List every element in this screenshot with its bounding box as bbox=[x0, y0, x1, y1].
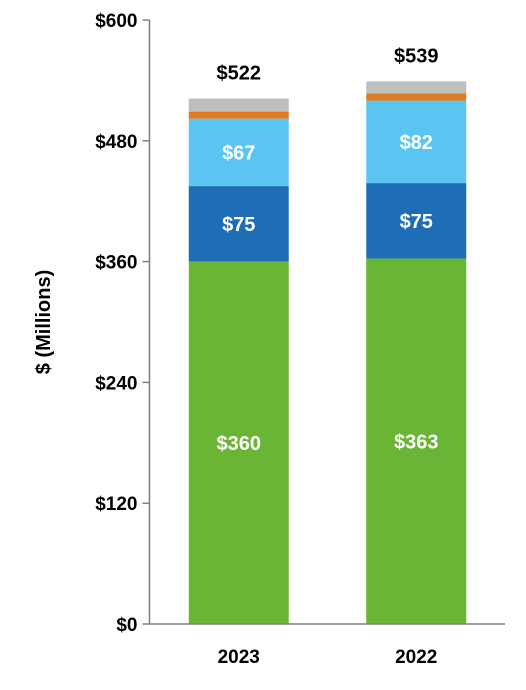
bar-segment bbox=[366, 93, 467, 101]
data-label: $363 bbox=[394, 431, 439, 453]
y-tick-label: $480 bbox=[95, 132, 137, 153]
y-tick-label: $0 bbox=[116, 615, 137, 636]
bar-segment bbox=[366, 258, 467, 624]
bar-segment bbox=[366, 100, 467, 184]
y-axis: $0 $120 $240 $360 $480 $600 bbox=[95, 11, 151, 636]
bar-segment bbox=[366, 81, 467, 94]
y-tick-label: $360 bbox=[95, 253, 137, 274]
bar-segment bbox=[188, 261, 289, 624]
y-axis-title: $ (Millions) bbox=[33, 270, 55, 374]
bar-segment bbox=[366, 183, 467, 259]
total-label: $539 bbox=[394, 45, 439, 67]
x-axis: 2023 2022 bbox=[149, 623, 505, 668]
bar-segment bbox=[188, 98, 289, 112]
data-label: $75 bbox=[400, 211, 433, 233]
data-label: $75 bbox=[222, 214, 255, 236]
bar-segment bbox=[188, 186, 289, 262]
y-tick-label: $120 bbox=[95, 494, 137, 515]
data-label: $360 bbox=[217, 433, 262, 455]
x-tick-label: 2022 bbox=[395, 647, 437, 668]
data-label: $82 bbox=[400, 132, 433, 154]
bar-segment bbox=[188, 118, 289, 187]
bar-segment bbox=[188, 111, 289, 119]
bars: $360 $75 $67 $522 $363 $75 $82 $539 bbox=[188, 45, 467, 624]
data-label: $67 bbox=[222, 142, 255, 164]
y-tick-label: $240 bbox=[95, 373, 137, 394]
y-tick-label: $600 bbox=[95, 11, 137, 32]
x-tick-label: 2023 bbox=[218, 647, 260, 668]
total-label: $522 bbox=[217, 63, 262, 85]
